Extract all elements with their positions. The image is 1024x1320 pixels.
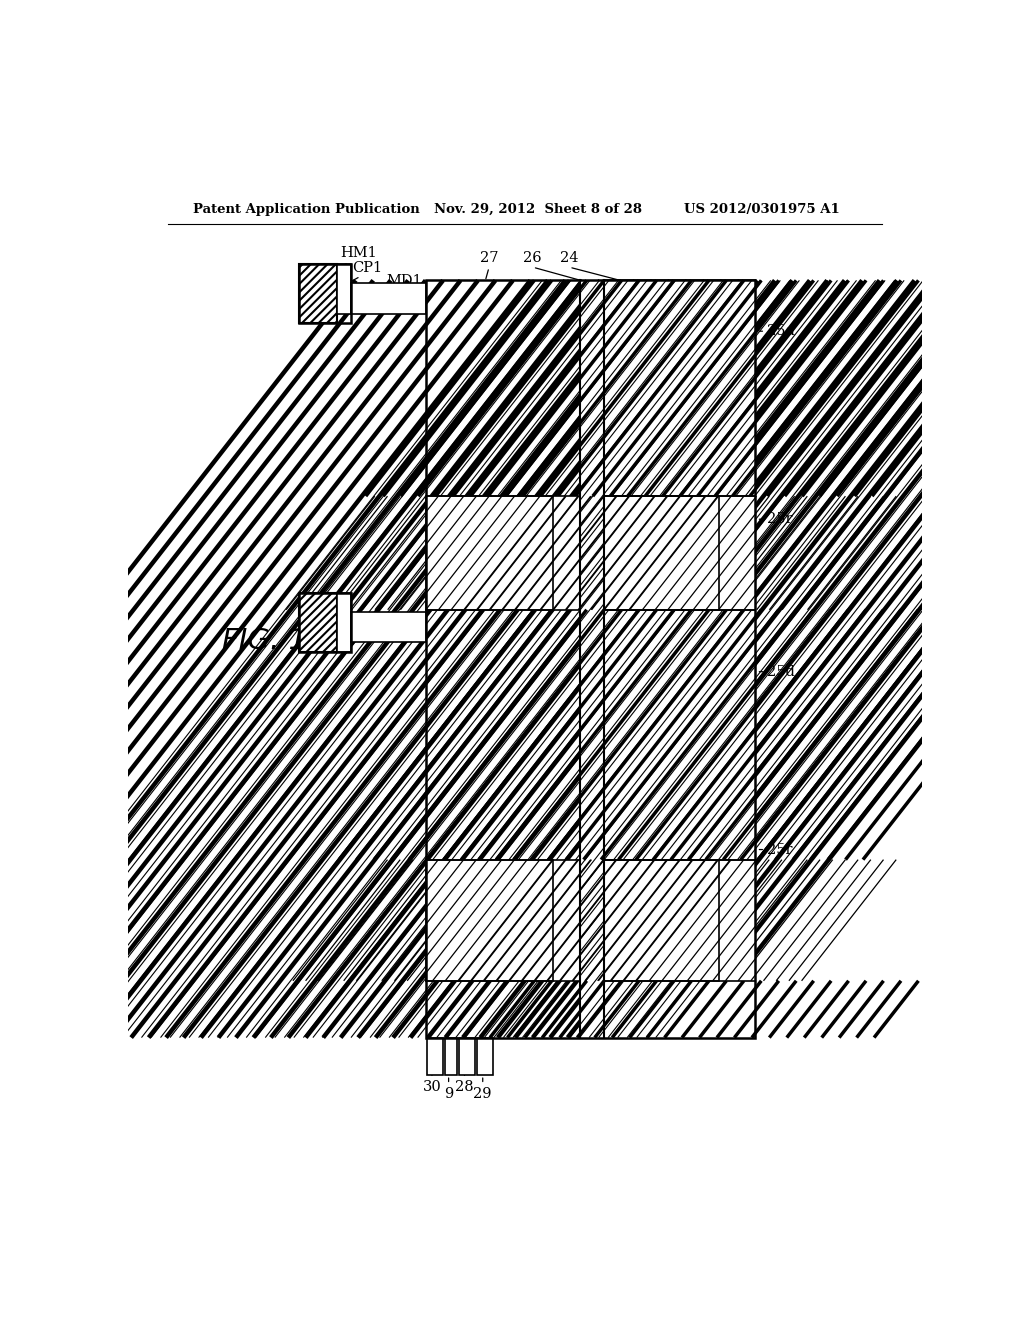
Text: 27: 27 <box>480 251 499 265</box>
Bar <box>477 1038 494 1076</box>
Bar <box>351 611 426 643</box>
Bar <box>426 280 581 1038</box>
Text: 9: 9 <box>444 1088 454 1101</box>
Bar <box>604 859 719 981</box>
Bar <box>337 264 351 314</box>
Bar <box>604 280 755 496</box>
Text: HM1: HM1 <box>341 246 378 260</box>
Bar <box>426 496 553 610</box>
Bar <box>604 610 755 859</box>
Bar <box>426 280 581 1038</box>
Bar <box>351 284 426 314</box>
Text: MD1: MD1 <box>386 275 422 289</box>
Bar <box>426 496 581 610</box>
Bar <box>427 1038 443 1076</box>
Text: Patent Application Publication: Patent Application Publication <box>194 203 420 216</box>
Bar <box>604 280 755 496</box>
Text: 29: 29 <box>473 1088 492 1101</box>
Bar <box>445 1038 457 1076</box>
Bar <box>459 1038 475 1076</box>
Bar <box>337 594 351 652</box>
Text: US 2012/0301975 A1: US 2012/0301975 A1 <box>684 203 840 216</box>
Bar <box>299 594 351 652</box>
Text: 30: 30 <box>423 1080 441 1094</box>
Bar <box>426 280 755 1038</box>
Bar <box>604 496 719 610</box>
Bar <box>299 594 337 652</box>
Bar <box>426 859 553 981</box>
Text: 24: 24 <box>560 251 579 265</box>
Text: CP1: CP1 <box>352 261 383 276</box>
Bar <box>581 280 604 1038</box>
Text: FIG. 10: FIG. 10 <box>221 627 326 655</box>
Bar <box>299 264 351 323</box>
Bar <box>299 264 337 323</box>
Text: 28: 28 <box>456 1080 474 1094</box>
Bar <box>604 981 755 1038</box>
Bar <box>604 496 755 610</box>
Bar <box>604 981 755 1038</box>
Text: 26: 26 <box>523 251 542 265</box>
Bar <box>604 859 755 981</box>
Text: 25r: 25r <box>767 842 793 857</box>
Bar <box>426 859 581 981</box>
Text: 25d: 25d <box>767 665 795 678</box>
Text: 25r: 25r <box>767 512 793 527</box>
Bar <box>604 610 755 859</box>
Text: Nov. 29, 2012  Sheet 8 of 28: Nov. 29, 2012 Sheet 8 of 28 <box>433 203 641 216</box>
Text: 25d: 25d <box>767 325 795 338</box>
